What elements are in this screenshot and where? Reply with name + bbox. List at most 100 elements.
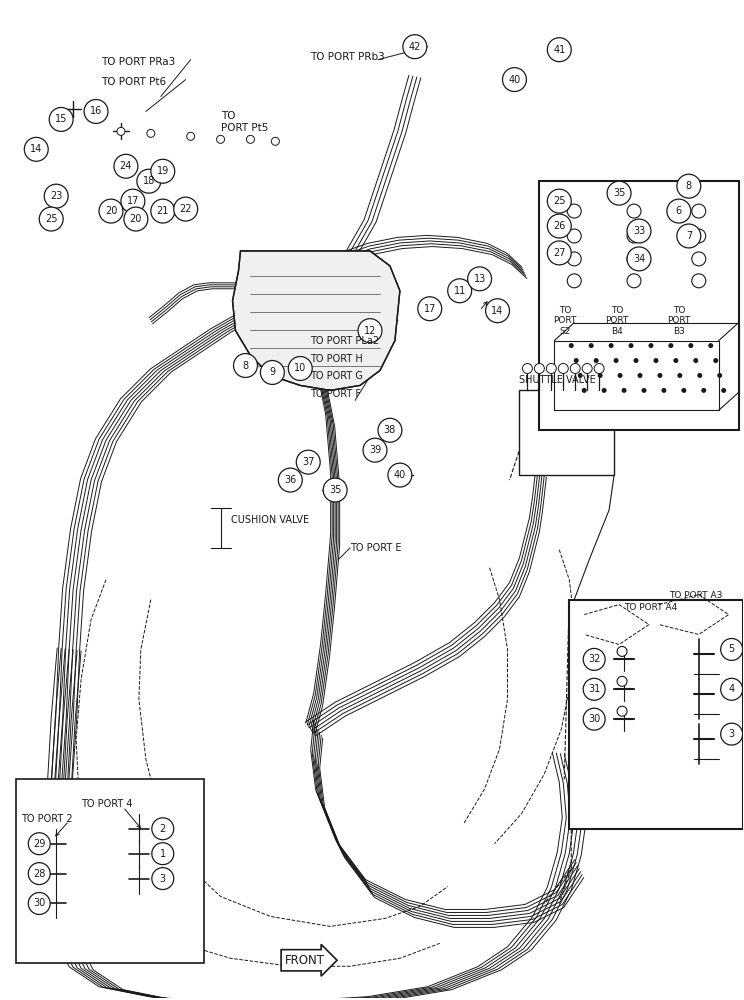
Circle shape [614,358,618,363]
Circle shape [99,199,123,223]
Circle shape [673,358,679,363]
Text: 33: 33 [633,226,645,236]
Text: 7: 7 [686,231,692,241]
Circle shape [25,137,48,161]
Circle shape [693,358,699,363]
Text: TO
PORT
S2: TO PORT S2 [554,306,577,336]
Text: TO PORT PLa2: TO PORT PLa2 [310,336,379,346]
Circle shape [234,354,257,377]
Circle shape [558,364,568,373]
Circle shape [568,343,574,348]
Circle shape [260,361,284,384]
Text: 39: 39 [369,445,381,455]
Circle shape [84,100,108,123]
Circle shape [567,204,581,218]
Circle shape [272,137,279,145]
Circle shape [627,204,641,218]
Circle shape [289,357,312,380]
Circle shape [583,364,592,373]
Circle shape [117,127,125,135]
Circle shape [296,450,320,474]
Circle shape [688,343,693,348]
Circle shape [548,38,571,62]
Text: TO
PORT Pt5: TO PORT Pt5 [220,111,268,133]
Circle shape [667,199,691,223]
Text: 34: 34 [633,254,645,264]
Circle shape [677,373,682,378]
Circle shape [174,197,198,221]
Text: SHUTTLE VALVE: SHUTTLE VALVE [519,375,596,385]
Circle shape [403,35,427,59]
Circle shape [570,364,580,373]
Circle shape [617,676,627,686]
Text: 14: 14 [491,306,504,316]
Text: 3: 3 [728,729,735,739]
Circle shape [617,646,627,656]
Circle shape [692,229,706,243]
Circle shape [578,373,583,378]
Circle shape [607,181,631,205]
Text: TO PORT A4: TO PORT A4 [624,603,677,612]
Circle shape [39,207,63,231]
Circle shape [708,343,713,348]
Circle shape [137,169,161,193]
Text: TO PORT PRa3: TO PORT PRa3 [101,57,176,67]
Circle shape [582,388,587,393]
Text: TO PORT Pt6: TO PORT Pt6 [101,77,166,87]
Circle shape [692,204,706,218]
Text: 25: 25 [553,196,565,206]
Circle shape [641,388,647,393]
Circle shape [28,833,50,855]
Circle shape [468,267,492,291]
Circle shape [627,274,641,288]
Text: 42: 42 [408,42,421,52]
Circle shape [147,129,155,137]
Text: 17: 17 [423,304,436,314]
Circle shape [534,364,545,373]
Text: 25: 25 [45,214,57,224]
Circle shape [721,678,743,700]
Circle shape [152,843,174,865]
Circle shape [668,343,673,348]
Text: 9: 9 [269,367,275,377]
Circle shape [649,343,653,348]
Circle shape [448,279,472,303]
Text: 22: 22 [179,204,192,214]
Circle shape [418,297,442,321]
Circle shape [661,388,667,393]
Circle shape [702,388,706,393]
Circle shape [28,863,50,885]
Circle shape [617,706,627,716]
Text: 1: 1 [160,849,166,859]
Text: CUSHION VALVE: CUSHION VALVE [231,515,309,525]
Text: 10: 10 [294,363,307,373]
Text: 14: 14 [31,144,42,154]
Circle shape [217,135,225,143]
Circle shape [721,723,743,745]
Circle shape [609,343,614,348]
Text: 3: 3 [160,874,166,884]
Text: 37: 37 [302,457,315,467]
Circle shape [583,678,605,700]
Text: 35: 35 [613,188,625,198]
Text: 24: 24 [120,161,132,171]
Circle shape [589,343,594,348]
Text: 36: 36 [284,475,296,485]
Text: 38: 38 [384,425,396,435]
Text: 19: 19 [157,166,169,176]
Circle shape [658,373,662,378]
Circle shape [567,274,581,288]
Text: 2: 2 [160,824,166,834]
Text: TO PORT E: TO PORT E [350,543,402,553]
Circle shape [621,388,626,393]
Circle shape [682,388,686,393]
Text: 31: 31 [588,684,600,694]
Text: 21: 21 [156,206,169,216]
Text: 15: 15 [55,114,68,124]
Circle shape [187,132,195,140]
Text: 41: 41 [554,45,565,55]
Text: TO
PORT
B4: TO PORT B4 [606,306,629,336]
Circle shape [697,373,702,378]
Circle shape [486,299,510,323]
Circle shape [583,648,605,670]
